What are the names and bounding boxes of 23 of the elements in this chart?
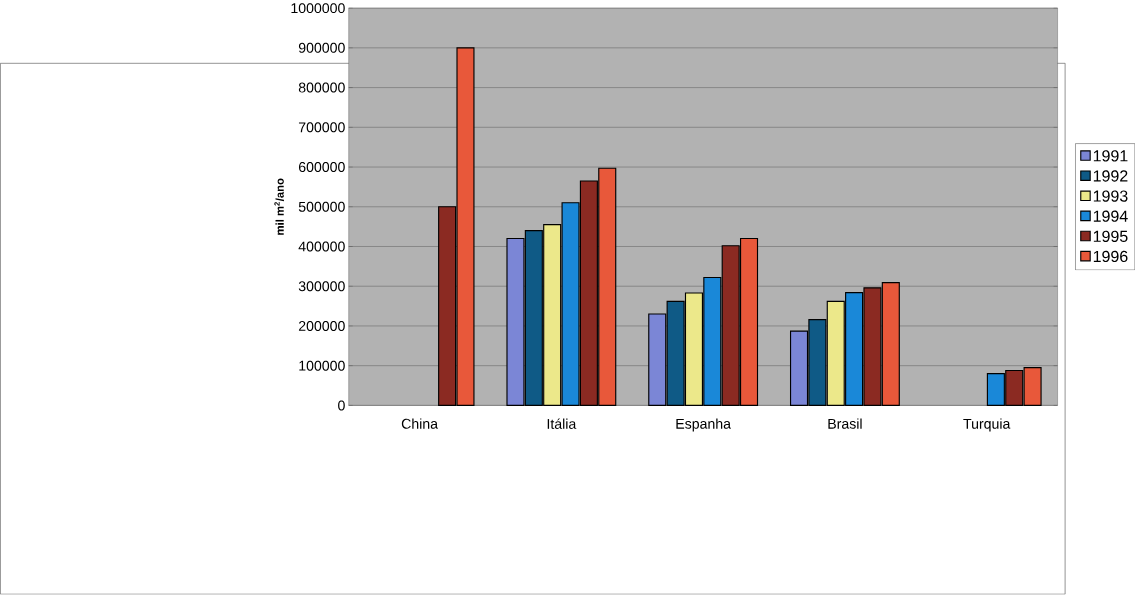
y-tick-label: 900000 xyxy=(298,43,345,54)
x-tick-label: China xyxy=(401,418,439,429)
legend-label: 1993 xyxy=(1093,190,1128,202)
legend-label: 1994 xyxy=(1093,210,1128,223)
y-tick-label: 500000 xyxy=(298,201,345,212)
x-tick-label: Brasil xyxy=(828,418,862,429)
y-tick-label: 700000 xyxy=(298,122,345,133)
y-tick-label: 100000 xyxy=(299,360,345,371)
y-axis-title: mil m$^{2}$/ano xyxy=(274,178,284,235)
x-tick-label: Turquia xyxy=(963,418,1011,432)
legend-label: 1991 xyxy=(1093,150,1128,162)
y-tick-label: 800000 xyxy=(298,82,345,93)
y-tick-label: 0 xyxy=(338,400,345,411)
y-tick-label: 1000000 xyxy=(291,3,345,14)
x-tick-label: Itália xyxy=(547,418,577,430)
y-tick-label: 600000 xyxy=(298,162,345,173)
y-tick-label: 200000 xyxy=(298,321,345,332)
legend-label: 1992 xyxy=(1093,170,1128,182)
x-tick-label: Espanha xyxy=(676,418,732,432)
legend-label: 1995 xyxy=(1093,230,1128,243)
y-tick-label: 400000 xyxy=(298,241,345,252)
legend-label: 1996 xyxy=(1093,250,1128,263)
y-tick-label: 300000 xyxy=(298,281,345,292)
